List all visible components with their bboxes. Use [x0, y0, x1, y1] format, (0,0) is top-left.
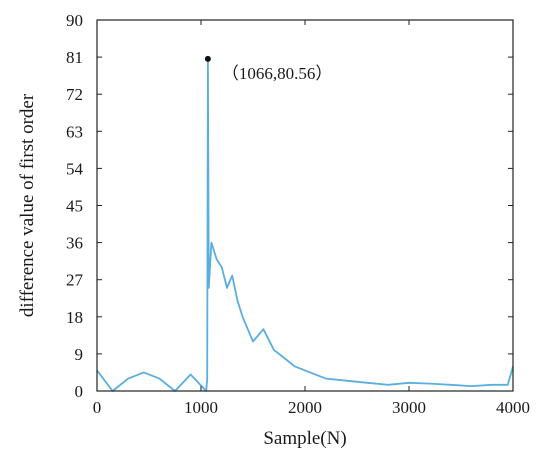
y-tick-label: 9 — [75, 345, 84, 364]
peak-annotation: （1066,80.56） — [222, 64, 333, 83]
series-layer — [96, 58, 514, 392]
y-axis-label: difference value of first order — [17, 93, 38, 317]
ticks: 0 1000 2000 3000 4000 0 9 18 27 36 45 54 63 72 81 90 — [66, 11, 530, 417]
y-tick-label: 54 — [66, 159, 84, 178]
y-tick-label: 63 — [66, 122, 83, 141]
y-tick-label: 27 — [66, 271, 84, 290]
y-tick-label: 81 — [66, 48, 83, 67]
x-tick-label: 1000 — [184, 398, 218, 417]
y-tick-label: 45 — [66, 197, 83, 216]
x-axis-label: Sample(N) — [263, 428, 346, 449]
y-tick-label: 36 — [66, 234, 83, 253]
series-line-0 — [96, 58, 514, 392]
y-tick-label: 90 — [66, 11, 83, 30]
x-tick-label: 4000 — [496, 398, 530, 417]
x-tick-label: 2000 — [288, 398, 322, 417]
peak-marker — [204, 55, 211, 62]
y-tick-label: 0 — [75, 382, 84, 401]
x-tick-label: 3000 — [392, 398, 426, 417]
x-tick-label: 0 — [93, 398, 102, 417]
y-tick-label: 18 — [66, 308, 83, 327]
y-tick-label: 72 — [66, 85, 83, 104]
